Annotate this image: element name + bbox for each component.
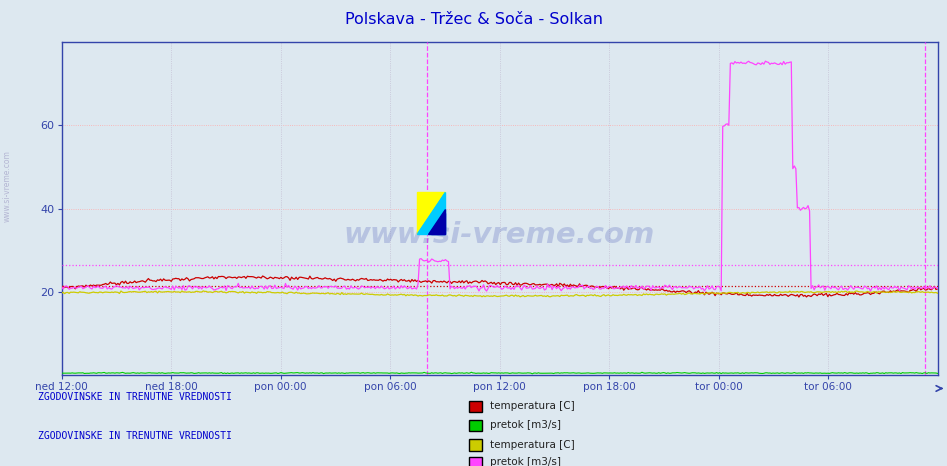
Polygon shape	[417, 192, 445, 233]
Text: Polskava - Tržec & Soča - Solkan: Polskava - Tržec & Soča - Solkan	[345, 12, 602, 27]
Text: temperatura [C]: temperatura [C]	[490, 401, 574, 411]
Polygon shape	[417, 192, 445, 233]
Text: pretok [m3/s]: pretok [m3/s]	[490, 420, 561, 430]
Text: ZGODOVINSKE IN TRENUTNE VREDNOSTI: ZGODOVINSKE IN TRENUTNE VREDNOSTI	[38, 392, 232, 402]
Polygon shape	[417, 192, 445, 233]
Text: www.si-vreme.com: www.si-vreme.com	[3, 151, 12, 222]
Polygon shape	[433, 215, 445, 233]
Text: ZGODOVINSKE IN TRENUTNE VREDNOSTI: ZGODOVINSKE IN TRENUTNE VREDNOSTI	[38, 431, 232, 441]
Polygon shape	[431, 212, 445, 233]
Polygon shape	[417, 192, 445, 233]
Polygon shape	[428, 209, 445, 233]
Text: temperatura [C]: temperatura [C]	[490, 439, 574, 450]
Text: www.si-vreme.com: www.si-vreme.com	[344, 221, 655, 249]
Text: pretok [m3/s]: pretok [m3/s]	[490, 457, 561, 466]
